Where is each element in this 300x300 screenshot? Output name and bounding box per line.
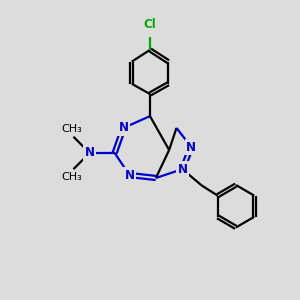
Text: Cl: Cl <box>144 18 156 31</box>
Text: N: N <box>118 122 128 134</box>
Text: N: N <box>85 146 94 159</box>
Text: CH₃: CH₃ <box>61 124 82 134</box>
Text: N: N <box>186 141 196 154</box>
Text: N: N <box>124 169 134 182</box>
Text: N: N <box>177 163 188 176</box>
Text: CH₃: CH₃ <box>61 172 82 182</box>
